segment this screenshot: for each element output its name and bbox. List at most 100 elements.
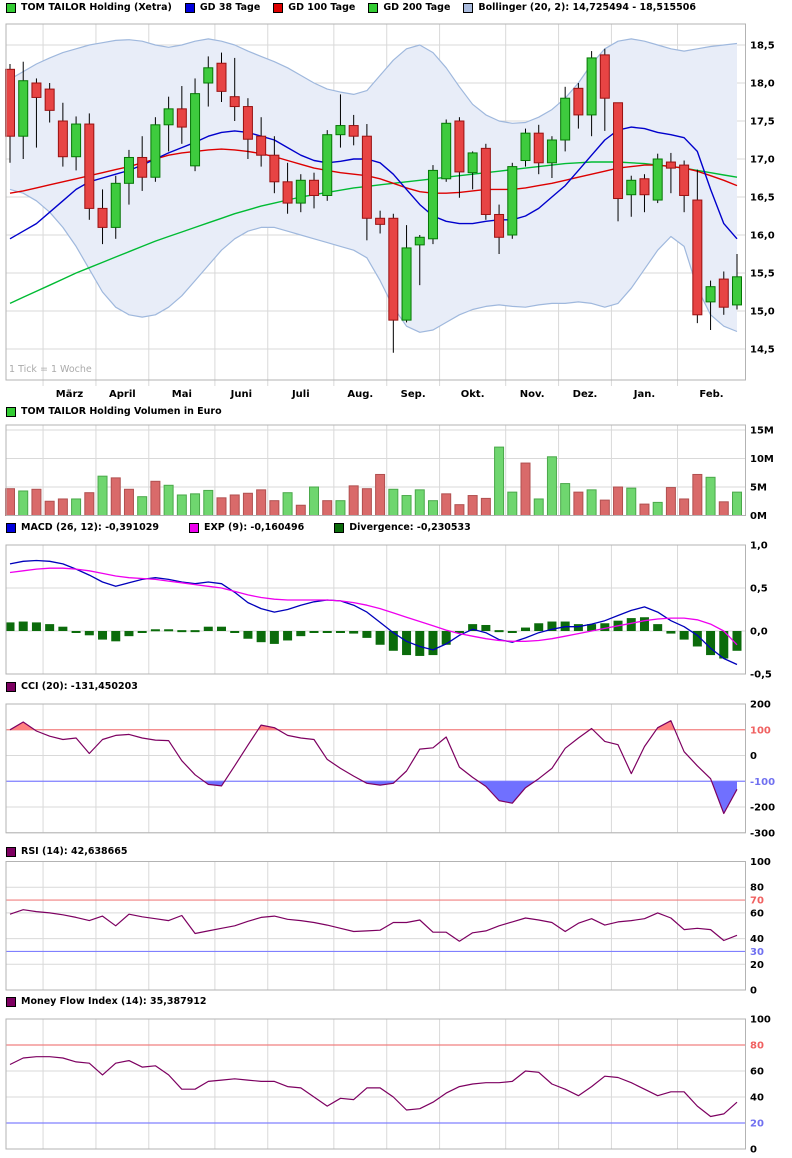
candle-body (718, 278, 729, 308)
candle-body (322, 134, 333, 196)
series-line (9, 38, 738, 124)
price-chart-legend: TOM TAILOR Holding (Xetra) GD 38 Tage GD… (6, 2, 709, 13)
x-month-label: Dez. (573, 389, 598, 400)
bollinger-swatch-icon (463, 2, 474, 13)
divergence-bar (5, 622, 15, 631)
divergence-bar (732, 631, 742, 651)
volume-bar (573, 491, 584, 517)
volume-bar (705, 476, 716, 516)
macd-legend: MACD (26, 12): -0,391029 EXP (9): -0,160… (6, 522, 501, 533)
x-month-label: Mai (172, 389, 192, 400)
volume-bar (84, 492, 95, 517)
candle-body (573, 87, 584, 116)
panel-border (5, 23, 746, 381)
candle-body (494, 213, 505, 238)
legend-item-stock: TOM TAILOR Holding (Xetra) (6, 2, 172, 13)
volume-bar (613, 486, 624, 516)
candle-body (97, 207, 108, 228)
volume-bar (507, 491, 518, 517)
x-month-label: Feb. (699, 389, 723, 400)
volume-bar (150, 480, 161, 516)
y-tick-label: 80 (750, 883, 764, 894)
gd38-label: GD 38 Tage (199, 2, 261, 13)
candle-body (110, 182, 121, 228)
divergence-bar (335, 631, 345, 633)
divergence-bar (203, 626, 213, 631)
volume-bar (269, 500, 280, 516)
x-month-label: Aug. (347, 389, 373, 400)
gd38-swatch-icon (184, 2, 195, 13)
candle-body (216, 62, 227, 92)
volume-bar (692, 473, 703, 516)
candle-body (150, 124, 161, 178)
candle-body (586, 57, 597, 116)
candle-body (242, 106, 253, 140)
macd-swatch-icon (6, 522, 16, 533)
divergence-bar (454, 631, 464, 633)
volume-bar (467, 495, 478, 516)
legend-item-rsi: RSI (14): 42,638665 (6, 846, 128, 857)
y-tick-label: 15M (750, 426, 774, 437)
y-tick-label: 40 (750, 934, 764, 945)
bollinger-label: Bollinger (20, 2): 14,725494 - 18,515506 (478, 2, 696, 13)
legend-item-mfi: Money Flow Index (14): 35,387912 (6, 996, 207, 1007)
divergence-bar (388, 631, 398, 651)
legend-item-gd100: GD 100 Tage (273, 2, 355, 13)
candle-body (480, 147, 491, 215)
legend-item-cci: CCI (20): -131,450203 (6, 681, 138, 692)
divergence-bar (230, 631, 240, 633)
candle-body (361, 135, 372, 219)
divergence-bar (362, 631, 372, 638)
candle-body (44, 88, 55, 111)
volume-bar (639, 503, 650, 517)
y-tick-label: 20 (750, 1119, 764, 1130)
volume-legend: TOM TAILOR Holding Volumen in Euro (6, 406, 222, 417)
y-tick-label: 0 (750, 751, 757, 762)
stock-series-swatch-icon (6, 2, 16, 13)
series-line (9, 1056, 738, 1118)
divergence-bar (692, 631, 702, 647)
divergence-bar (84, 631, 94, 636)
volume-swatch-icon (6, 406, 16, 417)
candle-body (639, 178, 650, 196)
candle-body (84, 123, 95, 209)
y-tick-label: 0M (750, 511, 767, 522)
x-month-label: Juli (291, 389, 310, 400)
y-tick-label: 200 (750, 700, 771, 711)
panel-border (5, 703, 746, 834)
volume-bar (242, 492, 253, 516)
candle-body (348, 125, 359, 137)
mfi-legend: Money Flow Index (14): 35,387912 (6, 996, 207, 1007)
candle-body (401, 247, 412, 321)
divergence-bar (256, 631, 266, 643)
divergence-bar (31, 622, 41, 631)
candle-body (282, 181, 293, 204)
candle-body (467, 152, 478, 174)
x-month-label: Nov. (520, 389, 545, 400)
legend-item-gd200: GD 200 Tage (368, 2, 450, 13)
divergence-bar (216, 626, 226, 631)
candle-body (507, 166, 518, 236)
divergence-bar (58, 626, 68, 631)
y-tick-label: -300 (750, 828, 775, 839)
series-line (9, 188, 738, 333)
candle-body (163, 108, 174, 126)
y-tick-label: 14,5 (750, 345, 775, 356)
candle-body (546, 139, 557, 164)
candle-body (692, 199, 703, 316)
divergence-bar (322, 631, 332, 633)
y-tick-label: 15,0 (750, 307, 775, 318)
x-month-label: Sep. (401, 389, 426, 400)
series-line (9, 559, 738, 666)
divergence-bar (587, 624, 597, 631)
volume-bar (732, 491, 742, 517)
gd200-label: GD 200 Tage (383, 2, 451, 13)
y-tick-label: 100 (750, 857, 771, 868)
divergence-bar (402, 631, 412, 656)
divergence-label: Divergence: -0,230533 (349, 522, 471, 533)
volume-bar (586, 489, 597, 517)
volume-bar (665, 487, 676, 517)
divergence-bar (719, 631, 729, 659)
volume-bar (282, 492, 293, 517)
